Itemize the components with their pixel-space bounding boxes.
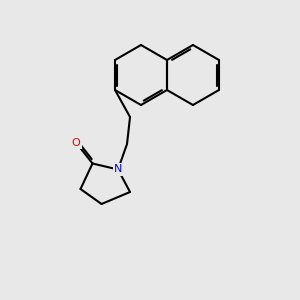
Text: N: N [114, 164, 122, 175]
Text: O: O [72, 137, 80, 148]
